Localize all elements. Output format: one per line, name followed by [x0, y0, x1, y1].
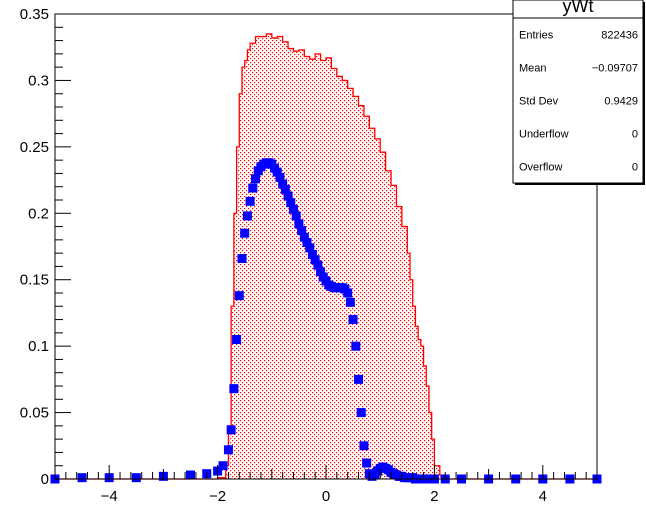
stats-box-frame: [512, 0, 644, 184]
data-marker: [354, 374, 364, 384]
data-marker: [316, 267, 326, 277]
data-marker: [313, 260, 323, 270]
data-marker: [248, 183, 258, 193]
data-marker: [343, 288, 353, 298]
data-marker: [275, 172, 285, 182]
stats-box-title: yWt: [563, 0, 594, 16]
data-marker: [356, 408, 366, 418]
stats-row-value: 0: [632, 129, 638, 141]
x-tick-label: 0: [322, 488, 330, 505]
data-marker: [234, 291, 244, 301]
x-tick-label: −2: [209, 488, 226, 505]
stats-row-label: Mean: [519, 63, 547, 75]
y-tick-label: 0: [41, 471, 49, 488]
stats-row-label: Underflow: [519, 129, 569, 141]
y-tick-label: 0.15: [20, 272, 49, 289]
data-marker: [359, 441, 369, 451]
data-marker: [302, 238, 312, 248]
data-marker: [223, 445, 233, 455]
data-marker: [240, 228, 250, 238]
data-marker: [278, 179, 288, 189]
data-marker: [283, 191, 293, 201]
data-marker: [351, 341, 361, 351]
stats-row-value: −0.09707: [592, 63, 638, 75]
data-marker: [307, 249, 317, 259]
data-marker: [280, 184, 290, 194]
data-marker: [77, 473, 87, 483]
data-marker: [294, 219, 304, 229]
y-tick-label: 0.05: [20, 405, 49, 422]
data-marker: [218, 461, 228, 471]
y-tick-label: 0.2: [28, 205, 49, 222]
stats-row-value: 0.9429: [604, 96, 638, 108]
data-marker: [232, 335, 242, 344]
data-marker: [305, 243, 315, 253]
data-marker: [242, 211, 252, 221]
data-marker: [310, 255, 320, 265]
data-marker: [245, 196, 255, 206]
data-marker: [131, 473, 141, 483]
y-tick-label: 0.35: [20, 6, 49, 23]
histogram-fill: [55, 33, 597, 480]
data-marker: [291, 211, 301, 221]
data-marker: [362, 458, 372, 468]
y-tick-label: 0.1: [28, 338, 49, 355]
data-marker: [286, 198, 296, 208]
data-marker: [237, 253, 247, 263]
data-marker: [348, 315, 358, 325]
data-marker: [299, 232, 309, 242]
y-tick-label: 0.25: [20, 139, 49, 156]
stats-row-value: 0: [632, 162, 638, 174]
data-marker: [226, 425, 236, 435]
axis-ticks: −4 −2 0 2 4 0 0.05 0.1 0.15 0.2 0.25 0.3 0.35: [20, 6, 598, 505]
data-marker: [272, 167, 282, 177]
histogram-outline: [55, 33, 597, 480]
histogram-layer: [55, 33, 597, 480]
data-marker: [186, 470, 195, 480]
data-marker: [229, 384, 239, 394]
y-tick-label: 0.3: [28, 72, 49, 89]
stats-row-value: 822436: [601, 30, 638, 42]
x-tick-label: 2: [430, 488, 438, 505]
data-marker: [297, 226, 307, 236]
data-marker: [288, 204, 298, 214]
stats-row-label: Overflow: [519, 162, 562, 174]
data-marker: [345, 297, 355, 307]
x-tick-label: 4: [539, 488, 547, 505]
data-marker: [251, 174, 261, 184]
x-tick-label: −4: [101, 488, 118, 505]
stats-box: yWt Entries 822436 Mean −0.09707 Std Dev 0.942…: [512, 0, 645, 185]
stats-row-label: Std Dev: [519, 96, 559, 108]
stats-row-label: Entries: [519, 30, 554, 42]
